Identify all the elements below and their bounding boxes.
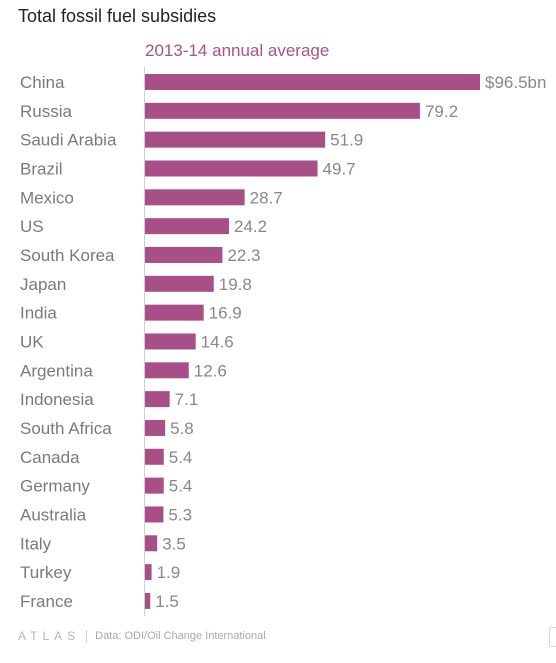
value-label: 5.8: [170, 419, 194, 438]
value-label: 24.2: [234, 217, 267, 236]
category-label: Turkey: [20, 563, 72, 582]
value-label: 16.9: [209, 304, 242, 323]
bar[interactable]: [145, 131, 326, 148]
category-label: China: [20, 73, 65, 92]
bars-group: China $96.5bn Russia 79.2 Saudi Arabia 51.9 Br…: [20, 73, 546, 611]
value-label: 12.6: [194, 361, 227, 380]
chart-title: Total fossil fuel subsidies: [18, 6, 217, 26]
bar[interactable]: [145, 102, 420, 119]
category-label: France: [20, 592, 73, 611]
bar[interactable]: [145, 564, 152, 581]
category-label: Indonesia: [20, 390, 94, 409]
category-label: Saudi Arabia: [20, 131, 117, 150]
bar-chart: China $96.5bn Russia 79.2 Saudi Arabia 51.9 Br…: [20, 67, 546, 616]
value-label: 79.2: [425, 102, 458, 121]
chart-subtitle: 2013-14 annual average: [145, 41, 330, 60]
value-label: $96.5bn: [485, 73, 546, 92]
category-label: Japan: [20, 275, 66, 294]
value-label: 1.5: [155, 592, 179, 611]
category-label: Canada: [20, 448, 80, 467]
category-label: Russia: [20, 102, 73, 121]
bar[interactable]: [145, 74, 480, 90]
value-label: 5.4: [169, 477, 193, 496]
value-label: 5.3: [168, 505, 192, 524]
footer-divider: [86, 629, 88, 643]
value-label: 51.9: [330, 131, 363, 150]
value-label: 3.5: [162, 534, 186, 553]
bar[interactable]: [145, 160, 318, 177]
value-label: 19.8: [219, 275, 252, 294]
category-label: US: [20, 217, 44, 236]
category-label: Brazil: [20, 159, 63, 178]
data-source: Data: ODI/Oil Change International: [95, 630, 266, 642]
category-label: Argentina: [20, 361, 93, 380]
bar[interactable]: [145, 218, 230, 235]
category-label: South Africa: [20, 419, 112, 438]
bar[interactable]: [145, 448, 164, 465]
value-label: 1.9: [157, 563, 181, 582]
category-label: Mexico: [20, 188, 74, 207]
category-label: South Korea: [20, 246, 115, 265]
bar[interactable]: [145, 391, 170, 408]
bar[interactable]: [145, 189, 245, 206]
category-label: India: [20, 304, 57, 323]
value-label: 49.7: [323, 159, 356, 178]
bar[interactable]: [145, 535, 158, 552]
category-label: Germany: [20, 477, 90, 496]
value-label: 5.4: [169, 448, 193, 467]
atlas-logo[interactable]: ATLAS: [18, 629, 81, 643]
bar[interactable]: [145, 246, 223, 263]
bar[interactable]: [145, 506, 164, 523]
value-label: 14.6: [201, 332, 234, 351]
bar[interactable]: [145, 333, 196, 350]
category-label: Italy: [20, 534, 52, 553]
bar[interactable]: [145, 304, 204, 321]
bar[interactable]: [145, 477, 164, 494]
value-label: 22.3: [227, 246, 260, 265]
bar[interactable]: [145, 419, 166, 436]
bar[interactable]: [145, 592, 151, 609]
category-label: Australia: [20, 505, 87, 524]
bar[interactable]: [145, 275, 214, 292]
value-label: 28.7: [250, 188, 283, 207]
footer: ATLAS Data: ODI/Oil Change International: [18, 629, 266, 643]
bar[interactable]: [145, 362, 189, 379]
category-label: UK: [20, 332, 44, 351]
value-label: 7.1: [175, 390, 199, 409]
embed-button[interactable]: [549, 627, 556, 647]
